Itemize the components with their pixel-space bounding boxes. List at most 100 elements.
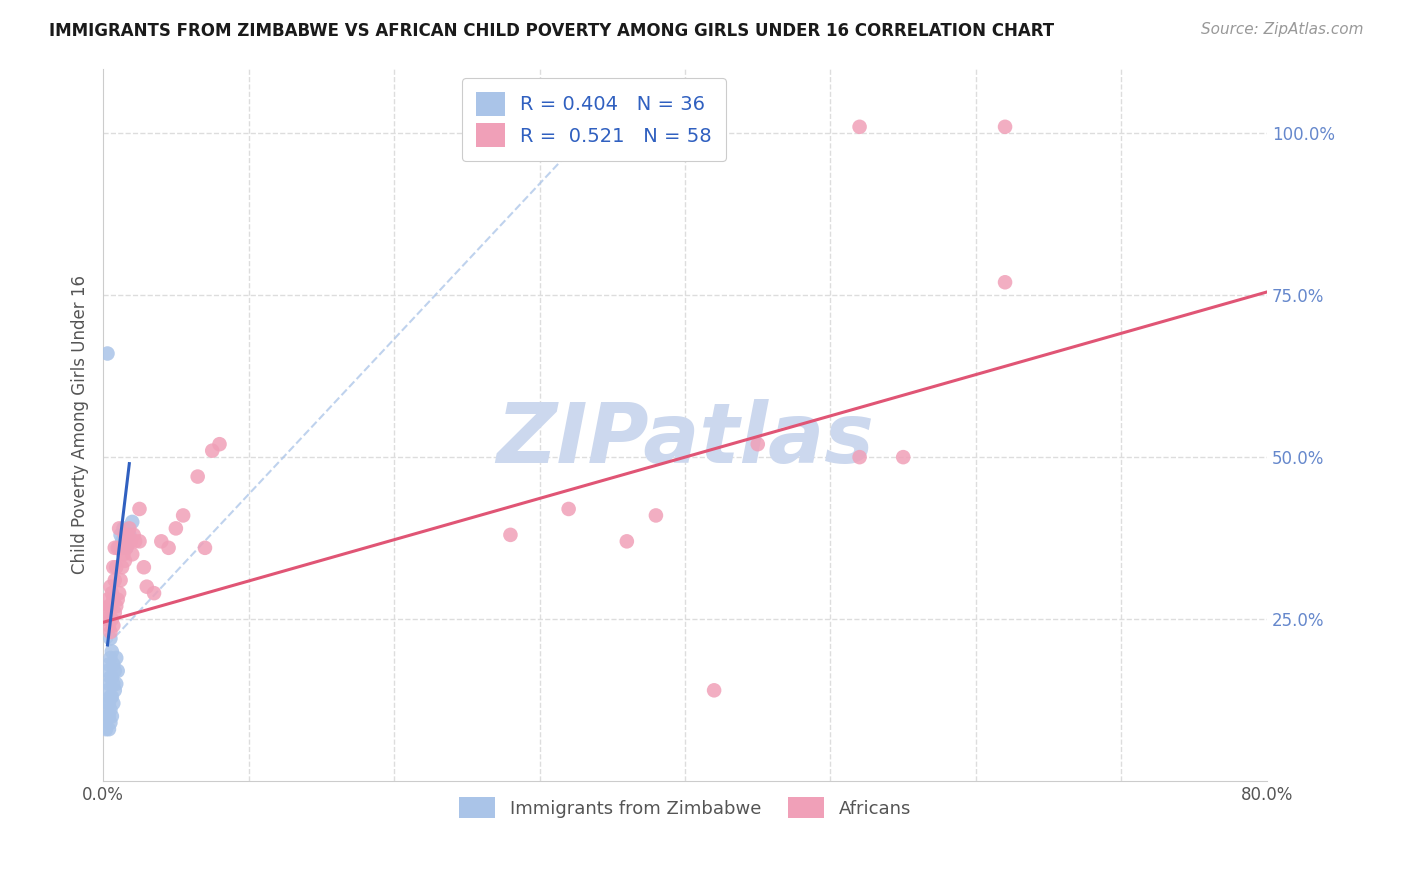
Point <box>111 534 134 549</box>
Point <box>891 450 914 464</box>
Point <box>96 696 118 710</box>
Point <box>101 586 124 600</box>
Point <box>103 592 125 607</box>
Point <box>107 541 129 555</box>
Y-axis label: Child Poverty Among Girls Under 16: Child Poverty Among Girls Under 16 <box>72 276 89 574</box>
Point <box>110 528 132 542</box>
Point <box>104 606 127 620</box>
Point <box>96 664 118 678</box>
Point <box>101 670 124 684</box>
Point <box>114 554 136 568</box>
Point <box>101 690 124 704</box>
Point <box>96 683 118 698</box>
Point <box>96 709 118 723</box>
Point <box>143 586 166 600</box>
Point <box>100 715 122 730</box>
Point <box>101 612 124 626</box>
Point <box>557 502 579 516</box>
Point <box>97 618 120 632</box>
Point <box>165 521 187 535</box>
Point <box>104 664 127 678</box>
Text: IMMIGRANTS FROM ZIMBABWE VS AFRICAN CHILD POVERTY AMONG GIRLS UNDER 16 CORRELATI: IMMIGRANTS FROM ZIMBABWE VS AFRICAN CHIL… <box>49 22 1054 40</box>
Point <box>994 275 1017 289</box>
Point <box>104 573 127 587</box>
Point <box>100 599 122 614</box>
Point <box>122 528 145 542</box>
Point <box>96 592 118 607</box>
Text: Source: ZipAtlas.com: Source: ZipAtlas.com <box>1201 22 1364 37</box>
Point <box>747 437 769 451</box>
Point <box>111 560 134 574</box>
Point <box>703 683 725 698</box>
Point <box>104 683 127 698</box>
Point <box>201 443 224 458</box>
Point <box>101 644 124 658</box>
Point <box>105 560 128 574</box>
Point <box>117 534 139 549</box>
Point <box>97 599 120 614</box>
Point <box>103 677 125 691</box>
Point <box>104 541 127 555</box>
Point <box>120 534 142 549</box>
Text: ZIPatlas: ZIPatlas <box>496 399 875 480</box>
Point <box>108 521 131 535</box>
Point <box>105 677 128 691</box>
Point <box>96 606 118 620</box>
Point <box>115 541 138 555</box>
Point <box>101 709 124 723</box>
Point <box>94 612 117 626</box>
Point <box>121 515 143 529</box>
Point <box>118 521 141 535</box>
Point <box>97 677 120 691</box>
Point <box>616 534 638 549</box>
Point <box>111 541 134 555</box>
Point <box>208 437 231 451</box>
Point <box>499 528 522 542</box>
Point <box>103 657 125 672</box>
Point <box>128 534 150 549</box>
Point <box>187 469 209 483</box>
Point <box>150 534 173 549</box>
Point <box>114 528 136 542</box>
Point <box>100 703 122 717</box>
Point <box>100 690 122 704</box>
Point <box>100 670 122 684</box>
Point <box>97 709 120 723</box>
Point <box>100 625 122 640</box>
Point <box>645 508 668 523</box>
Point <box>848 120 870 134</box>
Point <box>105 599 128 614</box>
Point <box>103 560 125 574</box>
Point <box>994 120 1017 134</box>
Point <box>112 547 135 561</box>
Point <box>121 547 143 561</box>
Point <box>94 722 117 736</box>
Point <box>110 573 132 587</box>
Point <box>117 528 139 542</box>
Point <box>118 528 141 542</box>
Point <box>100 651 122 665</box>
Point <box>103 696 125 710</box>
Point <box>108 541 131 555</box>
Point <box>157 541 180 555</box>
Point <box>100 580 122 594</box>
Point <box>103 618 125 632</box>
Point <box>100 632 122 646</box>
Point <box>112 521 135 535</box>
Point <box>132 560 155 574</box>
Point <box>124 534 146 549</box>
Point <box>105 651 128 665</box>
Point <box>135 580 157 594</box>
Point <box>97 657 120 672</box>
Point <box>108 586 131 600</box>
Point <box>115 541 138 555</box>
Point <box>107 664 129 678</box>
Point <box>128 502 150 516</box>
Legend: Immigrants from Zimbabwe, Africans: Immigrants from Zimbabwe, Africans <box>451 790 918 825</box>
Point <box>172 508 194 523</box>
Point <box>107 592 129 607</box>
Point <box>848 450 870 464</box>
Point <box>97 722 120 736</box>
Point <box>97 696 120 710</box>
Point <box>96 346 118 360</box>
